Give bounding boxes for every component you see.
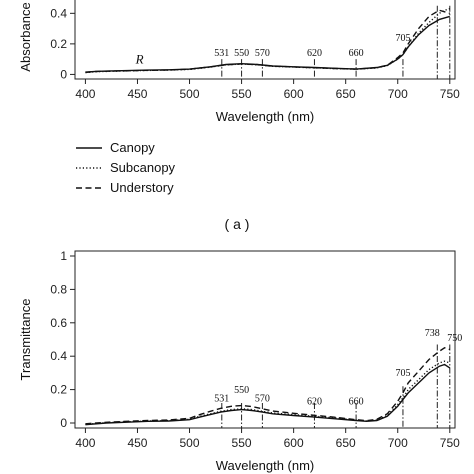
y-tick-label: 0.2 xyxy=(50,383,67,397)
series-line-canopy xyxy=(85,363,451,426)
x-tick-label: 400 xyxy=(75,87,95,101)
absorbance-panel: 400 450 500 550 600 650 700 750 00.20.4 531 550 5… xyxy=(18,0,460,124)
x-tick-label: 500 xyxy=(180,436,200,450)
x-tick-label: 750 xyxy=(440,87,460,101)
wavelength-annotation: 660 xyxy=(349,397,364,408)
x-tick-label: 500 xyxy=(180,87,200,101)
y-tick-label: 1 xyxy=(60,249,67,263)
transmittance-vlines xyxy=(221,344,451,428)
wavelength-annotation: 738 xyxy=(425,328,440,339)
y-tick-label: 0.4 xyxy=(50,6,67,20)
series-line-understory xyxy=(85,9,450,74)
series-line-understory xyxy=(85,347,451,425)
wavelength-annotation: 550 xyxy=(234,385,249,396)
x-tick-label: 550 xyxy=(232,87,252,101)
legend: Canopy Subcanopy Understory xyxy=(76,140,176,195)
wavelength-annotation: 660 xyxy=(349,48,364,59)
y-tick-label: 0.6 xyxy=(50,316,67,330)
wavelength-annotation: 705 xyxy=(395,33,410,44)
transmittance-y-axis-label: Transmittance xyxy=(18,299,33,381)
wavelength-annotation: 705 xyxy=(395,368,410,379)
wavelength-annotation: 750 xyxy=(447,333,462,344)
absorbance-vlines xyxy=(221,5,451,79)
x-tick-label: 450 xyxy=(127,87,147,101)
wavelength-annotation: 620 xyxy=(307,397,322,408)
x-tick-label: 450 xyxy=(127,436,147,450)
y-tick-label: 0 xyxy=(60,67,67,81)
y-tick-label: 0 xyxy=(60,416,67,430)
transmittance-plot-frame xyxy=(74,250,456,429)
transmittance-x-axis-label: Wavelength (nm) xyxy=(216,458,315,473)
absorbance-y-ticks: 0 0.2 0.4 xyxy=(50,6,75,81)
wavelength-annotation: 550 xyxy=(234,48,249,59)
x-tick-label: 750 xyxy=(440,436,460,450)
wavelength-annotation: 531 xyxy=(214,393,229,404)
absorbance-y-axis-label: Absorbance xyxy=(18,2,33,71)
x-tick-label: 550 xyxy=(232,436,252,450)
wavelength-annotation: 620 xyxy=(307,48,322,59)
x-tick-label: 400 xyxy=(75,436,95,450)
x-tick-label: 650 xyxy=(336,87,356,101)
transmittance-y-ticks: 0 0.2 0.4 0.6 0.8 1 xyxy=(50,249,75,430)
transmittance-panel: 400 450 500 550 600 650 700 750 00.20.40.60.81 … xyxy=(18,249,462,473)
absorbance-x-axis-label: Wavelength (nm) xyxy=(216,109,315,124)
legend-label-understory: Understory xyxy=(110,180,174,195)
y-tick-label: 0.4 xyxy=(50,349,67,363)
transmittance-annotations: 531 550 570 620 660 705 738 750 xyxy=(214,328,462,407)
transmittance-series xyxy=(85,347,451,426)
absorbance-plot-frame xyxy=(74,0,456,80)
transmittance-x-ticks: 400 450 500 550 600 650 700 750 xyxy=(75,428,460,450)
legend-label-subcanopy: Subcanopy xyxy=(110,160,176,175)
x-tick-label: 650 xyxy=(336,436,356,450)
absorbance-annotations: 531 550 570 620 660 705 xyxy=(214,33,410,59)
wavelength-annotation: 531 xyxy=(214,48,229,59)
absorbance-series xyxy=(85,8,451,74)
region-label-r: R xyxy=(135,52,144,67)
wavelength-annotation: 570 xyxy=(255,393,270,404)
panel-label-a: ( a ) xyxy=(225,216,250,232)
wavelength-annotation: 570 xyxy=(255,48,270,59)
y-tick-label: 0.8 xyxy=(50,282,67,296)
x-tick-label: 700 xyxy=(388,436,408,450)
x-tick-label: 700 xyxy=(388,87,408,101)
x-tick-label: 600 xyxy=(284,87,304,101)
absorbance-x-ticks: 400 450 500 550 600 650 700 750 xyxy=(75,79,460,101)
x-tick-label: 600 xyxy=(284,436,304,450)
legend-label-canopy: Canopy xyxy=(110,140,155,155)
y-tick-label: 0.2 xyxy=(50,37,67,51)
